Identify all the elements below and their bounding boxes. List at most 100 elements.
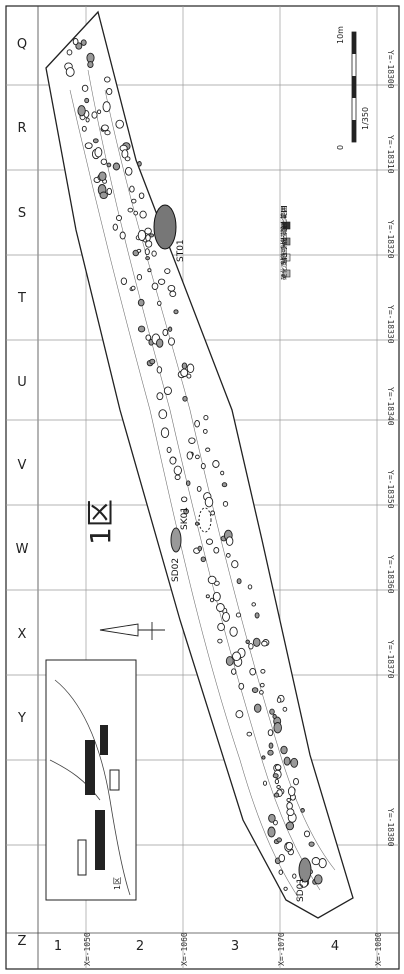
pit-mark <box>106 87 113 96</box>
pit-mark <box>293 777 299 786</box>
pit-mark <box>186 373 192 379</box>
pit-mark <box>173 465 182 476</box>
scale-zero: 0 <box>336 145 345 150</box>
pit-mark <box>106 162 112 168</box>
pit-mark <box>181 496 188 503</box>
pit-mark <box>205 538 214 545</box>
pit-mark <box>167 326 173 332</box>
pit-mark <box>273 792 280 798</box>
sd02-feature <box>170 527 182 553</box>
pit-mark <box>166 446 172 453</box>
pit-mark <box>203 414 209 421</box>
pit-mark <box>97 109 102 115</box>
scale-bar: 0 10m 1/350 <box>336 26 370 150</box>
pit-mark <box>173 309 179 315</box>
pit-mark <box>274 764 282 771</box>
pit-mark <box>278 853 286 863</box>
y-coord-label: Y=-18330 <box>386 305 395 344</box>
pit-mark <box>145 234 151 242</box>
pit-mark <box>104 76 111 83</box>
pit-mark <box>231 560 239 569</box>
pit-mark <box>236 578 242 585</box>
pit-mark <box>216 603 225 612</box>
pit-mark <box>92 138 99 144</box>
y-coord-label: Y=-18360 <box>386 555 395 594</box>
pit-mark <box>287 786 296 797</box>
pit-mark <box>238 682 245 690</box>
pit-mark <box>195 454 200 460</box>
inset-label: 1区 <box>113 877 122 890</box>
grid-row-label: 1 <box>54 939 62 954</box>
pit-mark <box>205 447 211 452</box>
legend-swatch <box>282 237 291 246</box>
legend-label: 硬化面範囲 <box>279 248 288 281</box>
pit-mark <box>124 156 131 162</box>
grid-col-label: T <box>17 291 26 306</box>
pit-mark <box>65 67 75 77</box>
y-coord-label: Y=-18320 <box>386 220 395 259</box>
pit-mark <box>99 191 108 200</box>
pit-mark <box>274 778 280 785</box>
pit-mark <box>248 643 254 650</box>
pit-mark <box>185 480 191 487</box>
pit-mark <box>262 780 268 786</box>
pit-mark <box>247 584 253 590</box>
pit-mark <box>182 395 188 402</box>
pit-mark <box>84 142 93 150</box>
pit-mark <box>200 556 206 563</box>
pit-mark <box>225 536 234 546</box>
pit-mark <box>220 470 225 476</box>
pit-mark <box>186 363 195 374</box>
pit-mark <box>217 638 223 644</box>
pit-mark <box>210 510 215 516</box>
legend: 焼土範囲 粘土範囲 粘土小塊を含む範囲 硬化面範囲 <box>279 206 291 281</box>
pit-mark <box>200 463 206 470</box>
x-coord-label: X=-1050 <box>83 932 92 966</box>
pit-mark <box>145 256 150 261</box>
pit-mark <box>217 622 225 632</box>
inset-map: 1区 <box>45 659 137 901</box>
pit-mark <box>229 626 238 637</box>
pit-mark <box>145 334 152 341</box>
area-label: 1区 <box>84 499 117 545</box>
pit-mark <box>138 192 145 199</box>
grid-col-label: W <box>16 542 29 557</box>
pit-mark <box>147 268 152 273</box>
pit-mark <box>283 756 291 766</box>
pit-mark <box>286 797 291 803</box>
pit-mark <box>136 248 142 253</box>
pit-mark <box>145 240 153 248</box>
pit-mark <box>276 697 282 703</box>
grid-col-label: U <box>17 375 27 390</box>
pit-mark <box>251 602 256 607</box>
pit-mark <box>261 755 266 760</box>
pit-mark <box>137 161 142 167</box>
pit-mark <box>144 248 150 256</box>
pit-mark <box>259 690 264 695</box>
pit-mark <box>156 338 164 348</box>
pit-mark <box>81 84 89 92</box>
pit-mark <box>85 117 90 123</box>
grid-col-label: Y <box>17 711 26 726</box>
pit-mark <box>94 147 103 158</box>
pit-mark <box>267 729 274 737</box>
pit-mark <box>149 358 156 365</box>
legend-label: 焼土範囲 <box>279 206 288 232</box>
pit-mark <box>87 61 94 69</box>
pit-mark <box>137 325 146 333</box>
pit-mark <box>196 485 202 492</box>
pit-mark <box>98 171 107 181</box>
pit-mark <box>136 274 143 281</box>
pit-mark <box>222 501 229 507</box>
pit-mark <box>290 757 299 768</box>
grid-col-label: S <box>18 206 26 221</box>
st01-feature <box>153 204 177 250</box>
pit-mark <box>308 841 315 847</box>
y-coord-label: Y=-18370 <box>386 640 395 679</box>
y-coord-label: Y=-18380 <box>386 808 395 847</box>
x-coord-label: X=-1060 <box>180 932 189 966</box>
pit-mark <box>207 575 217 585</box>
pit-mark <box>137 229 147 241</box>
pit-mark <box>276 837 282 843</box>
